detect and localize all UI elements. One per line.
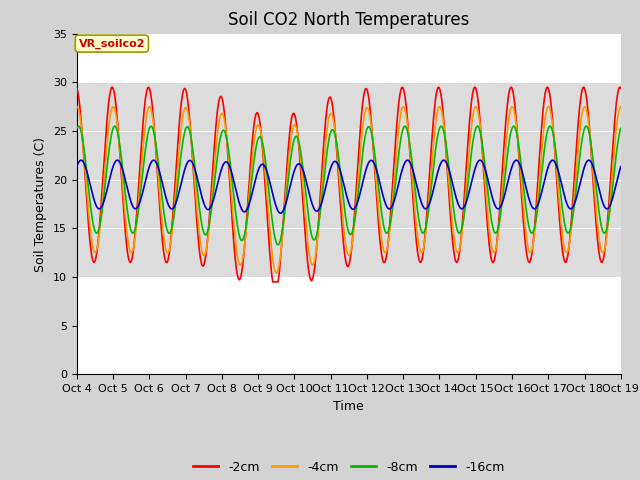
Legend: -2cm, -4cm, -8cm, -16cm: -2cm, -4cm, -8cm, -16cm [188, 456, 509, 479]
Bar [77, 82, 621, 277]
X-axis label: Time: Time [333, 400, 364, 413]
Y-axis label: Soil Temperatures (C): Soil Temperatures (C) [35, 136, 47, 272]
Text: VR_soilco2: VR_soilco2 [79, 38, 145, 49]
Title: Soil CO2 North Temperatures: Soil CO2 North Temperatures [228, 11, 470, 29]
